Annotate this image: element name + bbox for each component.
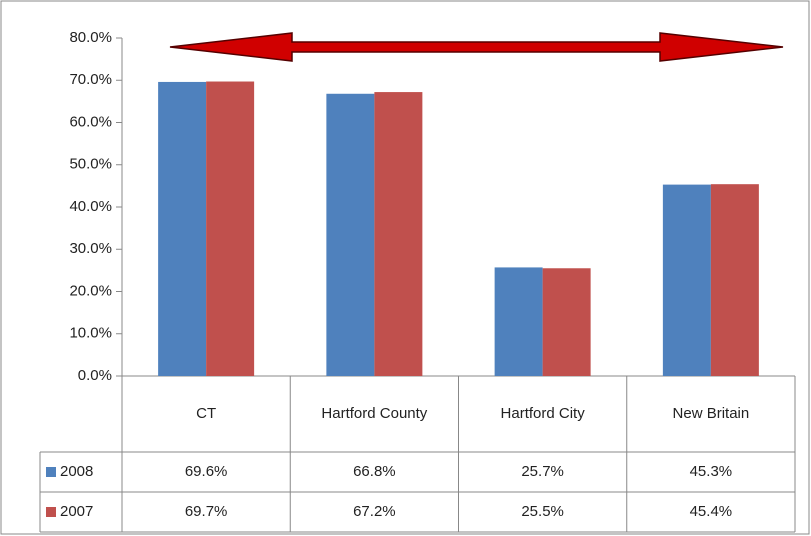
bar	[542, 268, 591, 376]
table-value: 69.7%	[185, 503, 228, 520]
y-tick-label: 80.0%	[69, 29, 112, 46]
table-value: 45.3%	[690, 463, 733, 480]
table-value: 67.2%	[353, 503, 396, 520]
legend-label: 2008	[60, 463, 93, 480]
bar	[206, 81, 255, 376]
legend-key	[46, 467, 56, 477]
y-tick-label: 50.0%	[69, 156, 112, 173]
double-arrow	[169, 32, 784, 62]
table-value: 45.4%	[690, 503, 733, 520]
y-tick-label: 40.0%	[69, 198, 112, 215]
category-label: New Britain	[673, 405, 750, 422]
y-tick-label: 70.0%	[69, 71, 112, 88]
y-tick-label: 30.0%	[69, 240, 112, 257]
y-tick-label: 0.0%	[78, 367, 112, 384]
y-tick-label: 10.0%	[69, 325, 112, 342]
bar	[494, 267, 543, 376]
bar	[710, 184, 759, 376]
bar	[374, 92, 423, 376]
legend-key	[46, 507, 56, 517]
legend-label: 2007	[60, 503, 93, 520]
table-value: 69.6%	[185, 463, 228, 480]
bar	[326, 93, 375, 377]
category-label: Hartford County	[321, 405, 427, 422]
y-tick-label: 20.0%	[69, 282, 112, 299]
category-label: Hartford City	[501, 405, 586, 422]
bar	[158, 81, 207, 376]
y-tick-label: 60.0%	[69, 113, 112, 130]
table-value: 66.8%	[353, 463, 396, 480]
table-value: 25.7%	[521, 463, 564, 480]
category-label: CT	[196, 405, 216, 422]
bar	[662, 184, 711, 376]
table-value: 25.5%	[521, 503, 564, 520]
